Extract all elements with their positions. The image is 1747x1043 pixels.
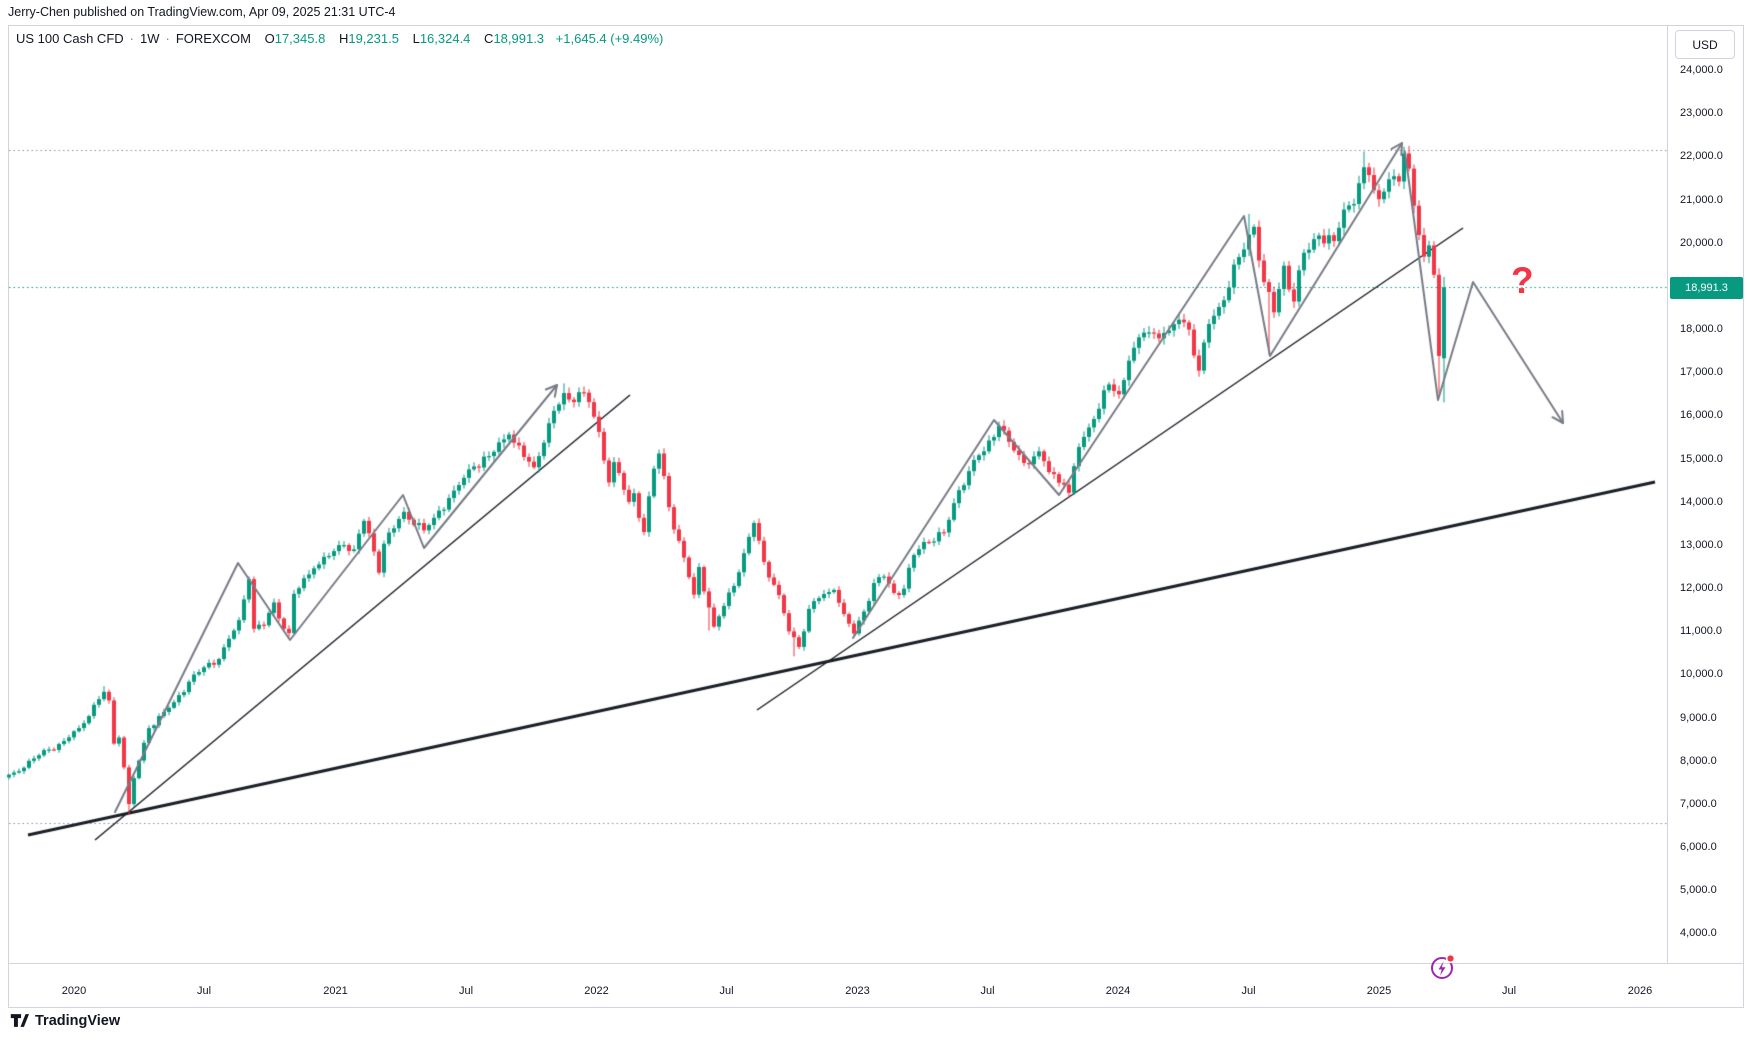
tradingview-logo[interactable]: TradingView [10, 1011, 120, 1030]
change-value: +1,645.4 (+9.49%) [555, 31, 664, 46]
price-axis-label: 7,000.0 [1680, 797, 1717, 810]
close-value: 18,991.3 [493, 31, 545, 46]
price-axis-label: 22,000.0 [1680, 150, 1723, 163]
high-value: 19,231.5 [348, 31, 399, 46]
low-value: 16,324.4 [419, 31, 471, 46]
last-price-badge: 18,991.3 [1670, 277, 1743, 299]
time-axis-label: 2024 [1105, 985, 1131, 997]
price-axis-label: 20,000.0 [1680, 236, 1723, 249]
time-axis-label: Jul [719, 985, 734, 997]
price-axis-label: 16,000.0 [1680, 409, 1723, 422]
low-label: L [412, 31, 420, 46]
exchange-label: FOREXCOM [175, 31, 251, 46]
price-axis-label: 12,000.0 [1680, 582, 1723, 595]
price-axis-label: 15,000.0 [1680, 452, 1723, 465]
price-axis-label: 4,000.0 [1680, 927, 1717, 940]
question-mark-annotation: ? [1511, 260, 1534, 301]
price-axis-label: 18,000.0 [1680, 323, 1723, 336]
close-label: C [484, 31, 494, 46]
time-axis-label: Jul [1501, 985, 1517, 997]
legend-separator: · [165, 31, 170, 46]
legend-separator: · [129, 31, 134, 46]
price-axis-label: 10,000.0 [1680, 668, 1723, 681]
time-axis-label: Jul [196, 985, 212, 997]
price-axis-label: 6,000.0 [1680, 841, 1717, 854]
price-axis-label: 24,000.0 [1680, 64, 1723, 76]
time-axis-label: Jul [1241, 985, 1256, 997]
open-value: 17,345.8 [274, 31, 326, 46]
symbol-legend: US 100 Cash CFD · 1W · FOREXCOM O17,345.8 H1… [16, 31, 663, 46]
high-label: H [338, 31, 349, 46]
time-axis-label: Jul [458, 985, 474, 997]
time-axis-label: 2026 [1627, 985, 1653, 997]
price-axis-label: 14,000.0 [1680, 495, 1723, 508]
time-axis-label: 2022 [584, 985, 609, 997]
time-axis-label: Jul [980, 985, 995, 997]
time-axis-label: 2025 [1366, 985, 1392, 997]
time-axis-label: 2021 [323, 985, 348, 997]
symbol-title: US 100 Cash CFD [16, 31, 124, 46]
tradingview-logo-text: TradingView [35, 1012, 121, 1029]
price-axis-label: 23,000.0 [1680, 107, 1723, 120]
price-axis-label: 21,000.0 [1680, 193, 1723, 206]
time-axis-label: 2023 [845, 985, 870, 997]
open-label: O [264, 31, 275, 46]
price-axis-label: 13,000.0 [1680, 538, 1723, 551]
price-axis-label: 11,000.0 [1680, 625, 1723, 638]
price-axis-label: 5,000.0 [1680, 884, 1717, 897]
price-axis-label: 9,000.0 [1680, 711, 1717, 724]
price-axis-label: 17,000.0 [1680, 366, 1723, 379]
time-axis-label: 2020 [61, 985, 87, 997]
timeframe-label: 1W [140, 31, 160, 46]
tradingview-logo-icon [10, 1014, 29, 1027]
price-axis-label: 8,000.0 [1680, 754, 1717, 767]
currency-button[interactable]: USD [1675, 30, 1735, 59]
lightning-icon[interactable] [1429, 951, 1457, 988]
